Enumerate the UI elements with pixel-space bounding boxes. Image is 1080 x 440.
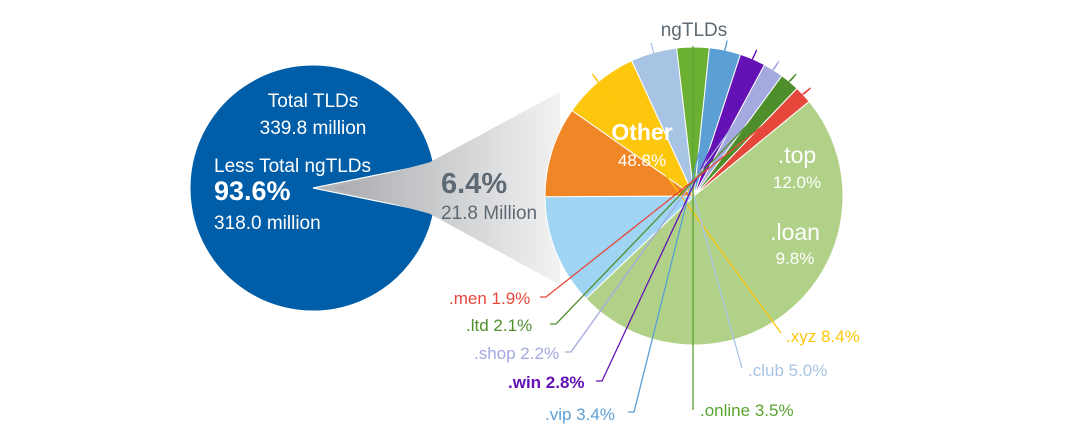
leader-line-xyz — [591, 73, 782, 334]
left-slice-name: Less Total ngTLDs — [214, 156, 371, 177]
slice-label-win: .win 2.8% — [508, 373, 585, 392]
chart-labels: Total TLDs 339.8 million Less Total ngTL… — [214, 20, 860, 424]
slice-label-club: .club 5.0% — [748, 361, 827, 380]
total-tlds-slice-less-total-ngtlds — [189, 64, 435, 312]
ngtlds-slice-loan — [544, 109, 696, 198]
left-total-value: 339.8 million — [260, 118, 367, 139]
ngtlds-slice-men — [693, 87, 810, 197]
left-total-label: Total TLDs — [268, 91, 358, 112]
leader-line-shop — [565, 61, 780, 353]
slice-label-vip: .vip 3.4% — [545, 405, 615, 424]
slice-label-shop: .shop 2.2% — [474, 344, 559, 363]
right-pie-title: ngTLDs — [661, 20, 728, 41]
slice-label-other-name: Other — [611, 119, 672, 145]
leader-line-win — [596, 49, 758, 382]
slice-label-other-value: 48.8% — [618, 151, 666, 170]
slice-label-men: .men 1.9% — [449, 289, 530, 308]
ngtld-share-percent: 6.4% — [441, 168, 507, 200]
ngtlds-slice-top — [544, 195, 696, 300]
ngtlds-slice-other — [585, 100, 844, 346]
ngtld-connector-wedge — [333, 92, 560, 285]
leader-lines — [540, 40, 812, 413]
slice-label-top-name: .top — [778, 142, 816, 168]
left-slice-percent: 93.6% — [214, 176, 291, 206]
slice-label-ltd: .ltd 2.1% — [466, 316, 532, 335]
slice-label-loan-name: .loan — [770, 219, 820, 245]
left-slice-detail: 318.0 million — [214, 213, 321, 234]
slice-label-loan-value: 9.8% — [776, 249, 815, 268]
slice-label-top-value: 12.0% — [773, 173, 821, 192]
leader-line-club — [650, 42, 743, 369]
leader-line-vip — [628, 40, 728, 413]
leader-line-online — [692, 46, 694, 410]
leader-line-men — [540, 87, 812, 298]
leader-line-ltd — [550, 73, 797, 325]
slice-label-xyz: .xyz 8.4% — [786, 327, 860, 346]
ngtld-share-detail: 21.8 Million — [441, 203, 537, 224]
slice-label-online: .online 3.5% — [700, 401, 794, 420]
